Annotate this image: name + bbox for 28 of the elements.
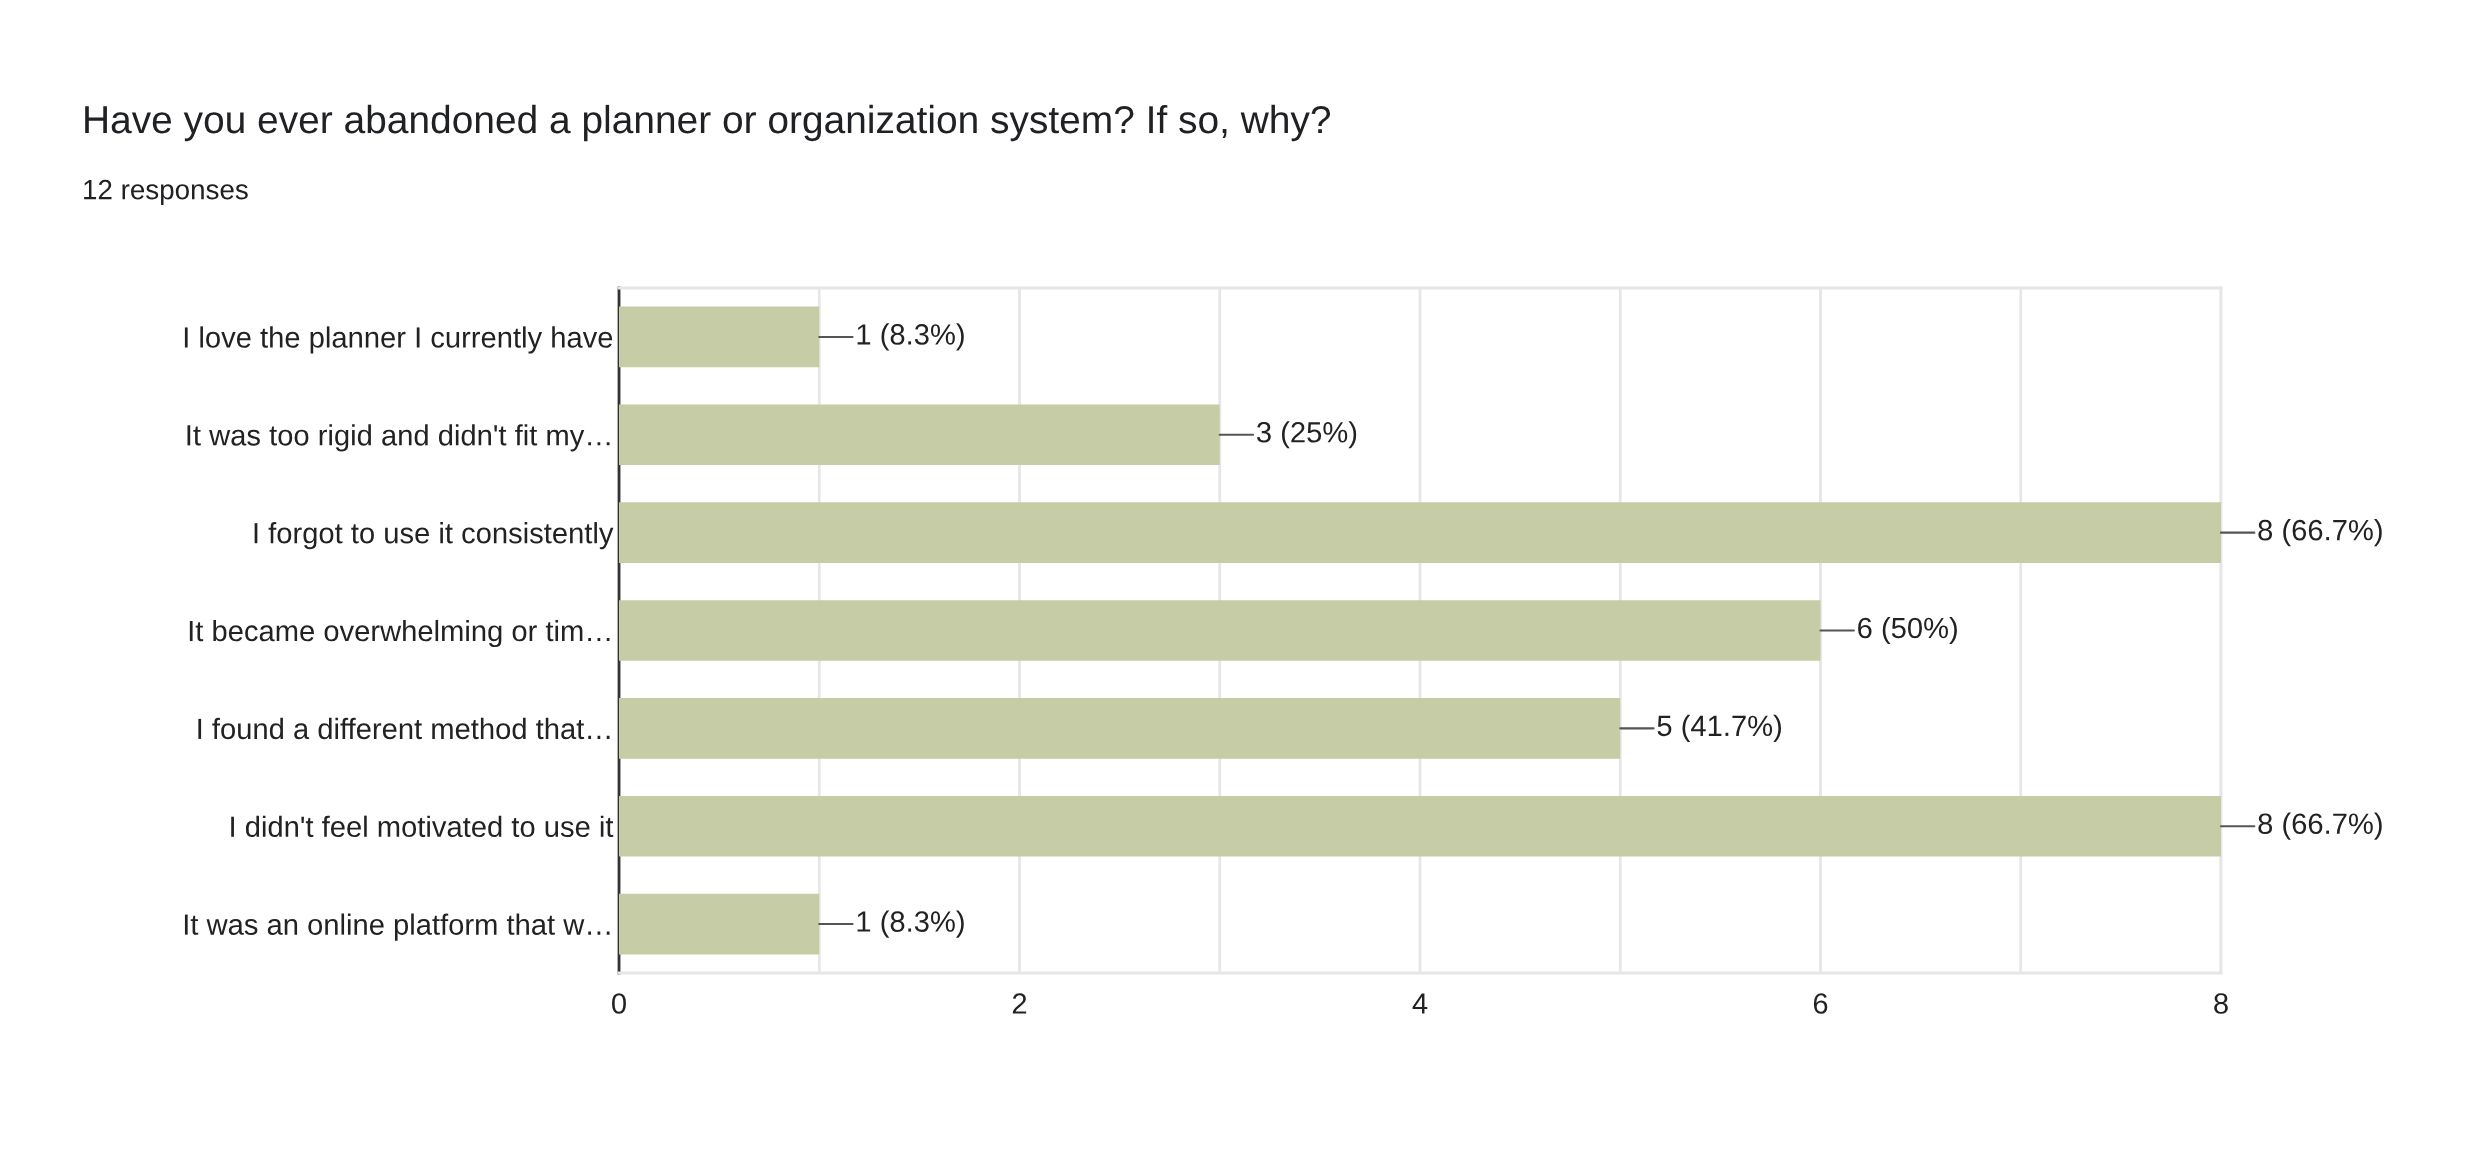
- data-label: 3 (25%): [1256, 421, 1357, 449]
- data-label: 1 (8.3%): [857, 910, 964, 938]
- y-tick-label: It was too rigid and didn't fit my…: [187, 424, 610, 452]
- data-label: 5 (41.7%): [1657, 714, 1781, 742]
- x-tick-label: 0: [612, 993, 626, 1014]
- bar: [619, 698, 1621, 759]
- data-label: 6 (50%): [1858, 616, 1957, 645]
- bar: [619, 502, 2221, 563]
- y-tick-label: I forgot to use it consistently: [254, 522, 614, 550]
- y-tick-label: It was an online platform that w…: [184, 913, 610, 941]
- data-label: 8 (66.7%): [2258, 519, 2382, 547]
- x-tick-label: 6: [1813, 993, 1828, 1014]
- text: 12 responses: [84, 179, 248, 205]
- bar: [619, 795, 2221, 857]
- bar: [619, 600, 1821, 661]
- y-tick-label: I didn't feel motivated to use it: [231, 815, 614, 838]
- bar: [619, 404, 1220, 466]
- y-tick-label: It became overwhelming or tim…: [189, 619, 610, 648]
- y-tick-label: I found a different method that…: [198, 717, 610, 740]
- chart-title: Have you ever abandoned a planner or organization system? If so, why?: [85, 104, 1331, 142]
- x-tick-label: 4: [1412, 993, 1428, 1014]
- data-label: 1 (8.3%): [857, 323, 964, 351]
- data-label: 8 (66.7%): [2258, 812, 2382, 840]
- bar: [619, 893, 820, 955]
- bar: [619, 306, 820, 368]
- y-tick-label: I love the planner I currently have: [184, 326, 613, 354]
- x-tick-label: 8: [2214, 993, 2228, 1014]
- x-tick-label: 2: [1012, 993, 1027, 1014]
